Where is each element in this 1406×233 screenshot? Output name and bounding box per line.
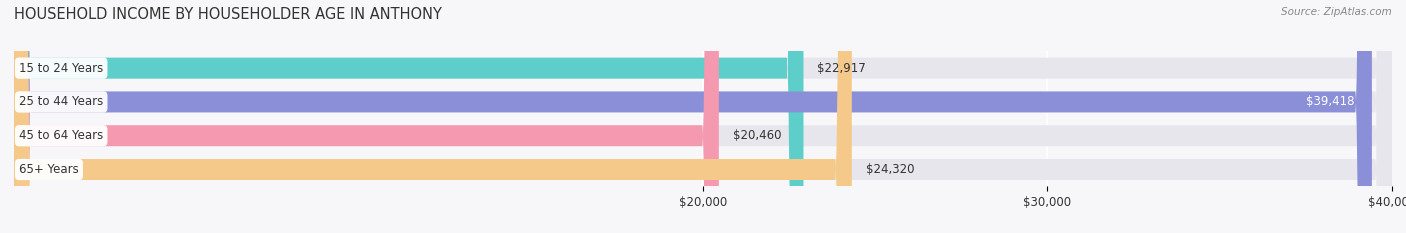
FancyBboxPatch shape [14,0,718,233]
FancyBboxPatch shape [14,0,1392,233]
Text: Source: ZipAtlas.com: Source: ZipAtlas.com [1281,7,1392,17]
Text: $24,320: $24,320 [866,163,914,176]
Text: 25 to 44 Years: 25 to 44 Years [20,96,103,108]
Text: $39,418: $39,418 [1306,96,1354,108]
FancyBboxPatch shape [14,0,1392,233]
FancyBboxPatch shape [14,0,852,233]
Text: 45 to 64 Years: 45 to 64 Years [20,129,103,142]
FancyBboxPatch shape [14,0,803,233]
Text: HOUSEHOLD INCOME BY HOUSEHOLDER AGE IN ANTHONY: HOUSEHOLD INCOME BY HOUSEHOLDER AGE IN A… [14,7,441,22]
FancyBboxPatch shape [14,0,1392,233]
Text: 15 to 24 Years: 15 to 24 Years [20,62,103,75]
Text: 65+ Years: 65+ Years [20,163,79,176]
FancyBboxPatch shape [14,0,1392,233]
Text: $22,917: $22,917 [817,62,866,75]
FancyBboxPatch shape [14,0,1372,233]
Text: $20,460: $20,460 [733,129,782,142]
